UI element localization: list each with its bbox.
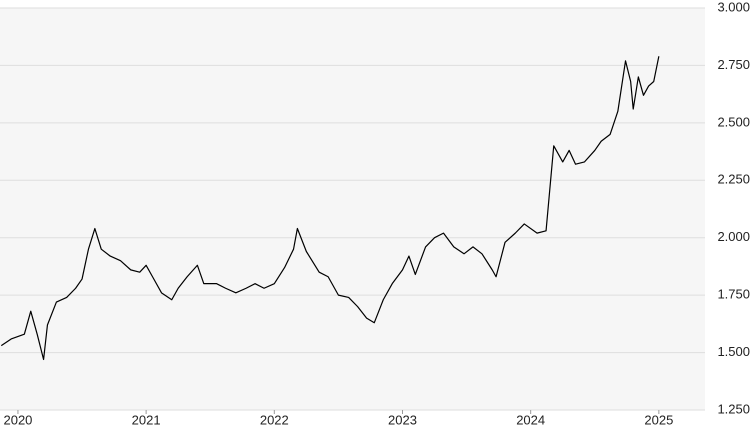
y-tick-label: 2.500 — [717, 114, 750, 129]
x-tick-label: 2023 — [388, 412, 417, 427]
y-tick-label: 1.500 — [717, 344, 750, 359]
x-tick-label: 2022 — [260, 412, 289, 427]
y-tick-label: 2.250 — [717, 172, 750, 187]
y-tick-label: 1.250 — [717, 401, 750, 416]
y-tick-label: 2.750 — [717, 57, 750, 72]
plot-area — [0, 8, 705, 410]
x-tick-label: 2021 — [132, 412, 161, 427]
y-tick-label: 3.000 — [717, 0, 750, 14]
y-tick-label: 1.750 — [717, 287, 750, 302]
x-tick-label: 2025 — [644, 412, 673, 427]
y-tick-label: 2.000 — [717, 229, 750, 244]
x-tick-label: 2024 — [516, 412, 545, 427]
x-tick-label: 2020 — [3, 412, 32, 427]
price-line — [0, 56, 660, 361]
